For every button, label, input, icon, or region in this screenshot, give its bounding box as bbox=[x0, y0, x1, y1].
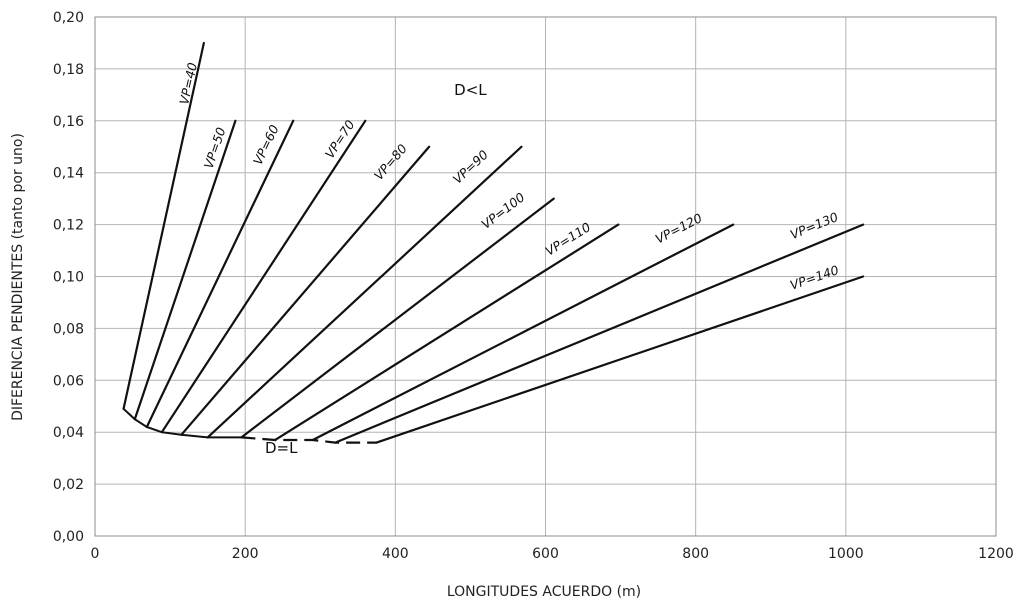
annotation-d-eq-l: D=L bbox=[265, 439, 298, 457]
series-line-vp-40 bbox=[122, 41, 205, 410]
y-tick-label: 0,06 bbox=[53, 373, 84, 389]
series-line-vp-60 bbox=[145, 119, 295, 429]
series-line-vp-110 bbox=[274, 223, 620, 442]
x-tick-label: 400 bbox=[382, 546, 409, 562]
grid bbox=[94, 16, 997, 537]
series-label-vp-50: VP=50 bbox=[201, 125, 229, 170]
y-tick-label: 0,10 bbox=[53, 270, 84, 286]
series-label-vp-140: VP=140 bbox=[788, 262, 841, 293]
x-tick-label: 200 bbox=[232, 546, 259, 562]
series-line-vp-80 bbox=[180, 145, 431, 436]
y-tick-label: 0,20 bbox=[53, 10, 84, 26]
annotations: D<L D=L bbox=[265, 81, 487, 457]
x-axis-title: LONGITUDES ACUERDO (m) bbox=[447, 584, 641, 600]
series-label-vp-60: VP=60 bbox=[250, 122, 282, 167]
y-tick-label: 0,18 bbox=[53, 62, 84, 78]
x-axis-ticks: 0 200 400 600 800 1000 1200 bbox=[91, 546, 1014, 562]
series-lines bbox=[122, 41, 865, 444]
annotation-d-lt-l: D<L bbox=[454, 81, 487, 99]
boundary-dashed bbox=[241, 436, 377, 444]
series-line-vp-100 bbox=[240, 197, 555, 439]
series-line-vp-140 bbox=[375, 275, 865, 444]
y-tick-label: 0,00 bbox=[53, 529, 84, 545]
y-axis-ticks: 0,00 0,02 0,04 0,06 0,08 0,10 0,12 0,14 0,16 0,18… bbox=[53, 10, 84, 545]
series-line-vp-130 bbox=[334, 223, 865, 444]
y-tick-label: 0,12 bbox=[53, 218, 84, 234]
x-tick-label: 0 bbox=[91, 546, 100, 562]
y-axis-title: DIFERENCIA PENDIENTES (tanto por uno) bbox=[10, 133, 26, 421]
series-label-vp-110: VP=110 bbox=[543, 219, 594, 259]
series-line-vp-90 bbox=[206, 145, 523, 439]
series-line-vp-70 bbox=[160, 119, 367, 434]
series-label-vp-40: VP=40 bbox=[176, 61, 200, 106]
x-tick-label: 800 bbox=[682, 546, 709, 562]
y-tick-label: 0,04 bbox=[53, 425, 84, 441]
y-tick-label: 0,02 bbox=[53, 477, 84, 493]
y-tick-label: 0,14 bbox=[53, 166, 84, 182]
boundary-curve bbox=[122, 408, 377, 444]
series-label-vp-120: VP=120 bbox=[653, 210, 705, 246]
x-tick-label: 1200 bbox=[978, 546, 1014, 562]
y-tick-label: 0,16 bbox=[53, 114, 84, 130]
series-line-vp-50 bbox=[133, 119, 237, 421]
y-tick-label: 0,08 bbox=[53, 321, 84, 337]
boundary-solid bbox=[122, 408, 242, 439]
x-tick-label: 600 bbox=[532, 546, 559, 562]
series-line-vp-120 bbox=[311, 223, 735, 442]
x-tick-label: 1000 bbox=[828, 546, 864, 562]
plot-frame bbox=[94, 16, 997, 537]
